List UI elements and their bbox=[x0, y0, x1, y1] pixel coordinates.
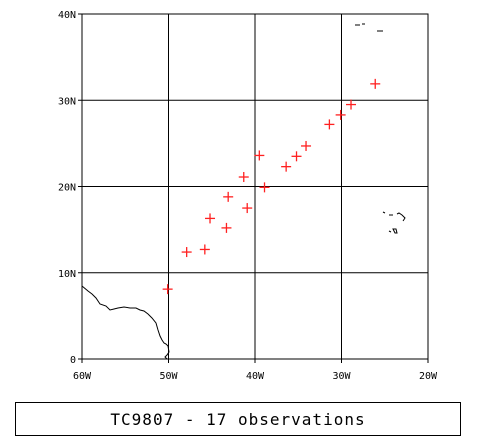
observation-marker bbox=[281, 161, 292, 172]
caption-box: TC9807 - 17 observations bbox=[15, 402, 461, 436]
observation-marker bbox=[301, 140, 312, 151]
caption-text: TC9807 - 17 observations bbox=[110, 409, 366, 429]
x-tick-label: 50W bbox=[159, 371, 178, 382]
observation-marker bbox=[223, 191, 234, 202]
y-tick-label: 40N bbox=[58, 10, 76, 21]
observation-marker bbox=[205, 213, 216, 224]
observation-marker bbox=[254, 150, 265, 161]
axis-ticks bbox=[78, 13, 429, 363]
observation-marker bbox=[335, 109, 346, 120]
observation-marker bbox=[199, 244, 210, 255]
observation-marker bbox=[221, 222, 232, 233]
y-axis-labels: 0 10N 20N 30N 40N bbox=[58, 10, 76, 366]
observation-marker bbox=[162, 284, 173, 295]
grid-lines bbox=[82, 14, 428, 359]
observation-marker bbox=[242, 203, 253, 214]
observation-marker bbox=[346, 99, 357, 110]
x-tick-label: 30W bbox=[332, 371, 351, 382]
y-tick-label: 0 bbox=[70, 355, 76, 366]
x-tick-label: 60W bbox=[73, 371, 92, 382]
observation-markers bbox=[162, 78, 381, 295]
observation-marker bbox=[291, 151, 302, 162]
observation-marker bbox=[370, 78, 381, 89]
island-cape-verde bbox=[382, 211, 406, 234]
observation-marker bbox=[238, 172, 249, 183]
observation-marker bbox=[181, 247, 192, 258]
south-america-coastline bbox=[81, 285, 170, 360]
x-tick-label: 40W bbox=[246, 371, 265, 382]
observation-marker bbox=[259, 182, 270, 193]
x-axis-labels: 60W 50W 40W 30W 20W bbox=[73, 371, 438, 382]
coastline bbox=[81, 23, 406, 360]
island-azores bbox=[355, 23, 383, 32]
y-tick-label: 20N bbox=[58, 183, 76, 194]
observation-marker bbox=[324, 119, 335, 130]
track-map: 60W 50W 40W 30W 20W 0 10N 20N 30N 40N bbox=[58, 10, 438, 382]
y-tick-label: 10N bbox=[58, 269, 76, 280]
x-tick-label: 20W bbox=[419, 371, 438, 382]
y-tick-label: 30N bbox=[58, 96, 76, 107]
